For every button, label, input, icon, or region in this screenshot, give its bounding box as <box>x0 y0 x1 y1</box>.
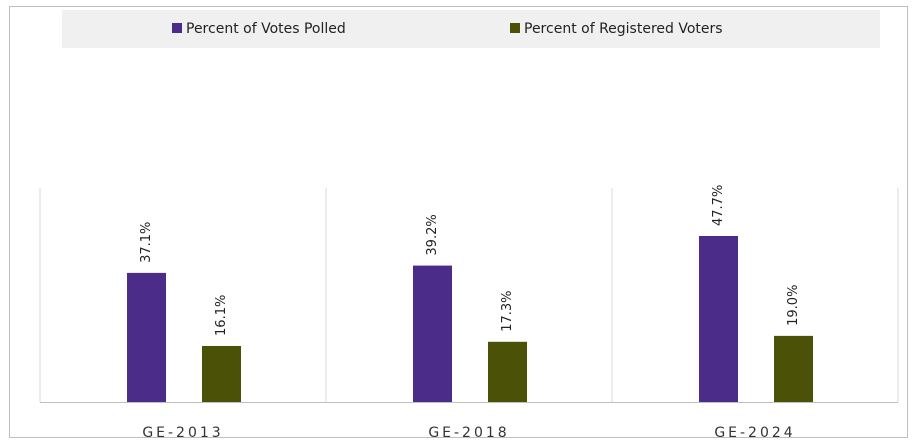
legend-swatch <box>172 23 182 33</box>
value-label: 37.1% <box>139 222 154 263</box>
x-tick-label: GE-2018 <box>428 425 509 441</box>
legend-label: Percent of Votes Polled <box>186 21 346 37</box>
value-label: 19.0% <box>786 285 801 326</box>
bar <box>699 236 738 402</box>
legend-background <box>62 10 880 48</box>
bar <box>413 265 452 402</box>
value-label: 17.3% <box>500 290 515 331</box>
bar <box>127 272 166 402</box>
value-label: 47.7% <box>711 185 726 226</box>
value-label: 39.2% <box>425 214 440 255</box>
bar <box>202 345 241 402</box>
x-tick-label: GE-2013 <box>142 425 223 441</box>
value-label: 16.1% <box>214 295 229 336</box>
legend-label: Percent of Registered Voters <box>524 21 723 37</box>
bar <box>774 335 813 402</box>
legend-swatch <box>510 23 520 33</box>
bar <box>488 341 527 402</box>
x-tick-label: GE-2024 <box>714 425 795 441</box>
